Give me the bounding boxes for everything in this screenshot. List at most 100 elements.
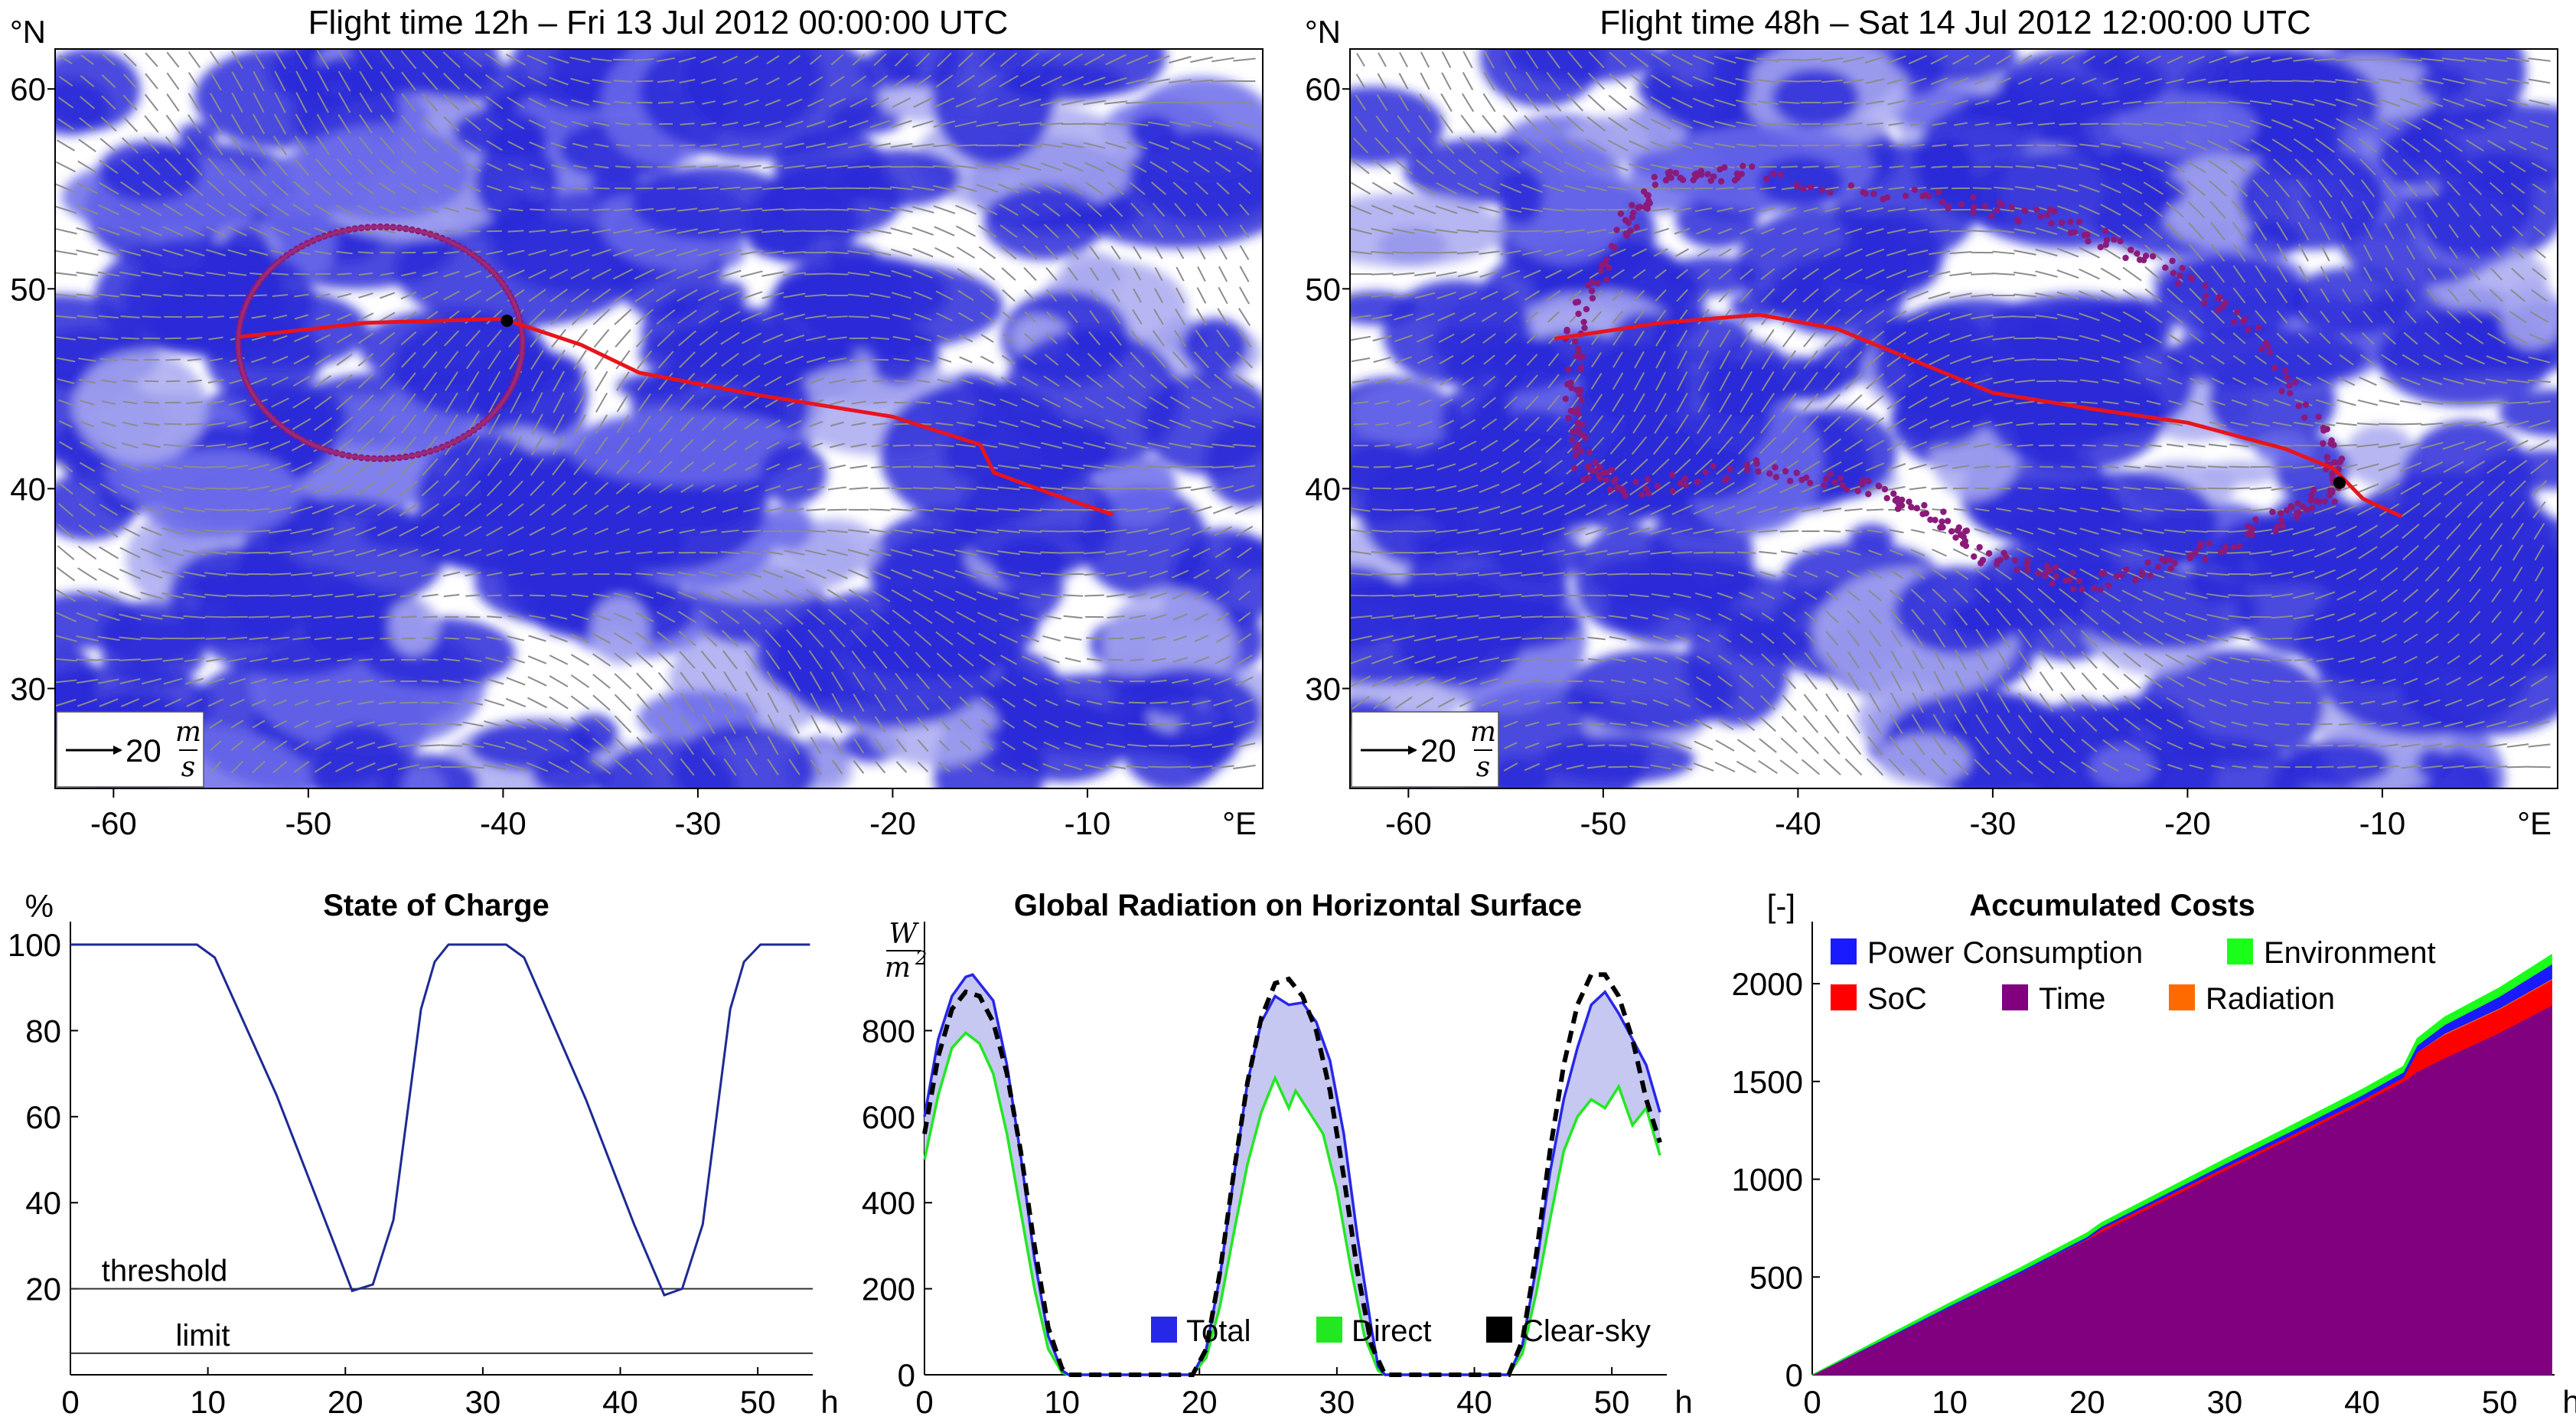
wind-vector <box>1953 100 1968 106</box>
wind-vector <box>1022 376 1039 387</box>
wind-vector <box>2189 764 2204 770</box>
wind-vector <box>2103 444 2118 447</box>
reachable-point <box>1948 527 1955 535</box>
wind-vector <box>595 392 608 413</box>
wind-vector <box>697 249 720 256</box>
wind-vector <box>2294 658 2314 661</box>
wind-vector <box>723 671 737 692</box>
wind-vector <box>828 464 846 470</box>
wind-vector <box>1889 143 1904 148</box>
wind-vector <box>2445 331 2462 345</box>
wind-vector <box>99 159 119 175</box>
wind-vector <box>2017 444 2033 447</box>
wind-vector <box>2232 265 2246 283</box>
reachable-point <box>1994 207 2000 214</box>
wind-vector <box>401 71 416 91</box>
wind-vector <box>1040 142 1063 149</box>
reachable-point <box>1793 469 1800 476</box>
wind-vector <box>1459 440 1477 451</box>
wind-vector <box>2208 677 2228 686</box>
reachable-point <box>2167 565 2174 572</box>
wind-vector <box>1756 57 1779 62</box>
wind-vector <box>1191 396 1212 410</box>
wind-vector <box>848 293 869 298</box>
y-tick-label: 30 <box>10 671 46 707</box>
wind-vector <box>808 442 823 449</box>
wind-vector <box>120 181 140 196</box>
wind-vector <box>2038 608 2055 626</box>
wind-vector <box>977 74 997 88</box>
wind-vector <box>1821 79 1843 83</box>
wind-vector <box>2167 377 2183 385</box>
wind-vector <box>1154 246 1163 259</box>
wind-vector <box>461 765 484 769</box>
wind-vector <box>1169 506 1191 514</box>
wind-vector <box>356 593 376 598</box>
wind-vector <box>2229 677 2249 685</box>
wind-vector <box>334 504 355 516</box>
reachable-point <box>1570 428 1577 435</box>
wind-vector <box>422 658 439 661</box>
wind-vector <box>507 526 524 537</box>
wind-vector <box>1440 93 1453 113</box>
wind-vector <box>612 248 634 257</box>
reachable-point <box>2222 299 2229 306</box>
wind-vector <box>549 229 568 233</box>
wind-vector <box>1825 672 1839 690</box>
wind-vector <box>1392 272 1415 276</box>
wind-vector <box>2271 119 2294 129</box>
reachable-point <box>1575 310 1582 318</box>
wind-vector <box>1844 394 1863 411</box>
wind-vector <box>677 207 698 212</box>
wind-vector <box>1175 287 1185 304</box>
wind-vector <box>483 742 506 749</box>
wind-vector <box>977 97 998 108</box>
wind-vector <box>1191 721 1212 727</box>
wind-vector <box>1802 736 1820 755</box>
wind-vector <box>2210 309 2225 325</box>
wind-vector <box>2320 243 2330 262</box>
wind-vector <box>807 629 824 648</box>
wind-vector <box>2209 698 2227 707</box>
wind-vector <box>1717 592 1733 599</box>
wind-vector <box>1083 100 1106 106</box>
reachable-point <box>1677 175 1684 181</box>
wind-vector <box>399 571 419 577</box>
wind-vector <box>1886 417 1906 431</box>
wind-vector <box>1479 250 1500 255</box>
wind-vector <box>720 570 740 578</box>
wind-vector <box>1737 716 1756 732</box>
wind-vector <box>1172 613 1188 621</box>
wind-vector <box>743 507 760 513</box>
wind-vector <box>2186 465 2206 468</box>
wind-vector <box>550 142 567 149</box>
wind-vector <box>2206 613 2229 621</box>
wind-vector <box>2061 55 2075 64</box>
wind-vector <box>2122 100 2142 105</box>
wind-vector <box>1169 527 1191 536</box>
reachable-point <box>1627 227 1634 234</box>
wind-vector <box>1435 635 1458 641</box>
wind-vector <box>252 760 266 774</box>
wind-vector <box>1130 351 1145 368</box>
wind-vector <box>465 594 481 597</box>
wind-vector <box>2057 205 2079 214</box>
wind-vector <box>334 571 355 577</box>
wind-vector <box>141 203 162 217</box>
wind-vector <box>337 49 351 70</box>
wind-vector <box>1909 122 1926 126</box>
reachable-point <box>2320 440 2327 447</box>
wind-vector <box>895 672 908 690</box>
reachable-point <box>1827 189 1834 196</box>
wind-vector <box>530 370 544 392</box>
wind-vector <box>1932 528 1947 534</box>
wind-vector <box>1133 288 1142 303</box>
wind-vector <box>2356 483 2379 494</box>
wind-vector <box>761 250 784 255</box>
wind-vector <box>1460 397 1475 408</box>
wind-vector <box>2017 54 2033 65</box>
wind-vector <box>829 629 846 648</box>
reachable-point <box>2235 543 2243 550</box>
wind-vector <box>99 462 118 472</box>
wind-vector <box>2082 55 2096 64</box>
